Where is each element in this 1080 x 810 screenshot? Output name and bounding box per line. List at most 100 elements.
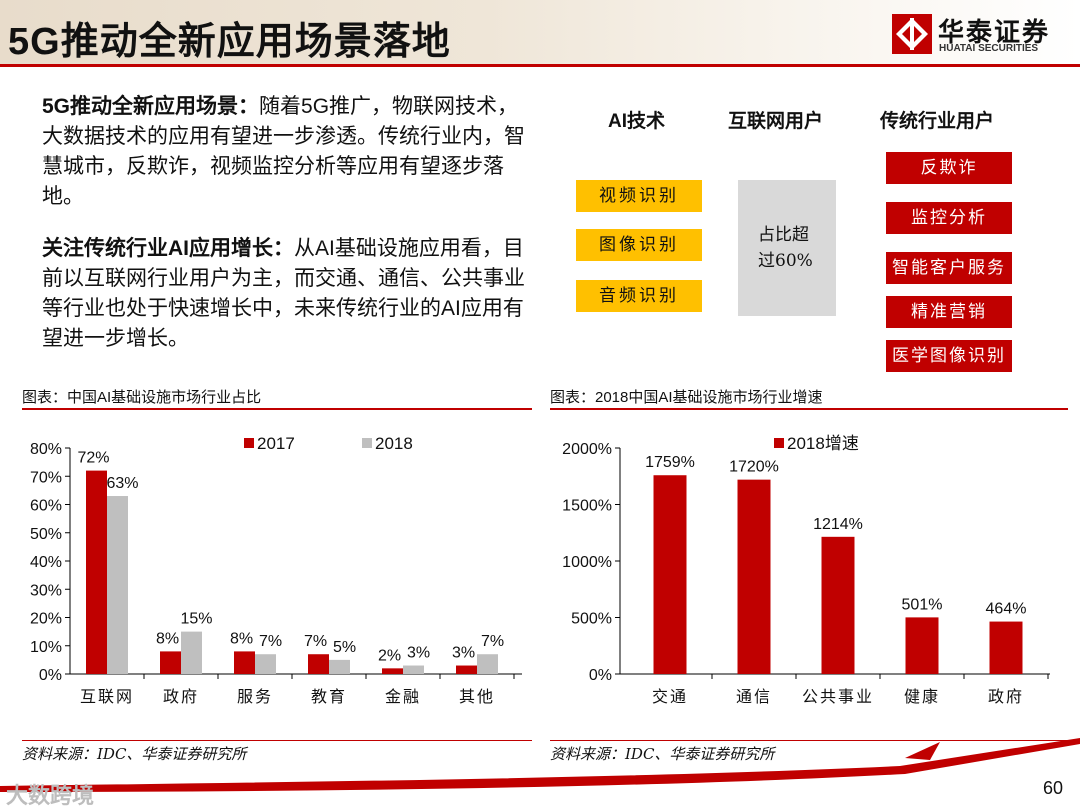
x-tick-label: 政府 bbox=[988, 688, 1024, 706]
y-tick-label: 0% bbox=[39, 667, 62, 684]
bar-2017 bbox=[234, 651, 255, 674]
y-tick-label: 30% bbox=[30, 582, 62, 599]
data-label: 1759% bbox=[645, 454, 695, 471]
y-tick-label: 20% bbox=[30, 611, 62, 628]
data-label: 8% bbox=[156, 630, 179, 647]
bar-2017 bbox=[456, 665, 477, 674]
source-right: 资料来源：IDC、华泰证券研究所 bbox=[550, 745, 775, 763]
diagram-col-traditional: 传统行业用户 bbox=[880, 111, 995, 132]
x-tick-label: 金融 bbox=[385, 688, 421, 706]
source-left: 资料来源：IDC、华泰证券研究所 bbox=[22, 745, 247, 763]
bar-2018 bbox=[181, 631, 202, 674]
data-label: 8% bbox=[230, 630, 253, 647]
bar-2017 bbox=[160, 651, 181, 674]
page-title: 5G推动全新应用场景落地 bbox=[8, 21, 451, 63]
y-tick-label: 1000% bbox=[562, 554, 612, 571]
traditional-item-monitoring: 监控分析 bbox=[886, 202, 1012, 234]
chart-industry-share: 0%10%20%30%40%50%60%70%80%72%63%互联网8%15%… bbox=[30, 434, 522, 706]
ai-item-audio: 音频识别 bbox=[576, 280, 702, 312]
paragraph-5g-heading: 5G推动全新应用场景： bbox=[42, 95, 260, 118]
chart-right-caption-line bbox=[550, 408, 1068, 410]
source-right-line bbox=[550, 740, 1068, 741]
y-tick-label: 2000% bbox=[562, 441, 612, 458]
bar-2018 bbox=[255, 654, 276, 674]
chart-left-caption: 图表：中国AI基础设施市场行业占比 bbox=[22, 389, 262, 406]
traditional-item-medical: 医学图像识别 bbox=[886, 340, 1012, 372]
paragraph-traditional: 关注传统行业AI应用增长：从AI基础设施应用看，目前以互联网行业用户为主，而交通… bbox=[42, 234, 532, 354]
chart-right-caption: 图表：2018中国AI基础设施市场行业增速 bbox=[550, 389, 823, 406]
diagram-col-ai: AI技术 bbox=[608, 111, 666, 132]
data-label: 2% bbox=[378, 647, 401, 664]
data-label: 3% bbox=[452, 645, 475, 662]
paragraph-5g-body: 随着5G推广，物联网技术，大数据技术的应用有望进一步渗透。传统行业内，智慧城市，… bbox=[42, 95, 525, 208]
x-tick-label: 教育 bbox=[311, 688, 347, 706]
y-tick-label: 60% bbox=[30, 498, 62, 515]
data-label: 72% bbox=[77, 450, 109, 467]
legend-swatch bbox=[774, 438, 784, 448]
bar-2018增速 bbox=[989, 621, 1023, 674]
paragraph-traditional-heading: 关注传统行业AI应用增长： bbox=[42, 237, 294, 260]
x-tick-label: 政府 bbox=[163, 688, 199, 706]
bar-2017 bbox=[382, 668, 403, 674]
legend-label: 2018增速 bbox=[787, 434, 859, 453]
company-logo: 华泰证券 HUATAI SECURITIES bbox=[892, 10, 1072, 56]
internet-share-box: 占比超 过60% bbox=[738, 180, 836, 316]
bar-2018增速 bbox=[905, 617, 939, 674]
chart-industry-growth: 0% 500% 1000% 1500% 2000% 1759% 交通 1720% 通信 1214%… bbox=[562, 434, 1050, 706]
data-label: 1214% bbox=[813, 516, 863, 533]
x-tick-label: 健康 bbox=[904, 688, 940, 706]
y-tick-label: 40% bbox=[30, 554, 62, 571]
page-number: 60 bbox=[1043, 778, 1064, 798]
y-tick-label: 80% bbox=[30, 441, 62, 458]
data-label: 5% bbox=[333, 639, 356, 656]
bar-2018增速 bbox=[737, 479, 771, 674]
bar-2017 bbox=[308, 654, 329, 674]
data-label: 7% bbox=[304, 633, 327, 650]
traditional-item-customer-service: 智能客户服务 bbox=[886, 252, 1012, 284]
legend-swatch bbox=[362, 438, 372, 448]
data-label: 63% bbox=[106, 475, 138, 492]
bar-2018 bbox=[329, 659, 350, 674]
ai-item-video: 视频识别 bbox=[576, 180, 702, 212]
data-label: 1720% bbox=[729, 459, 779, 476]
x-tick-label: 服务 bbox=[237, 688, 273, 706]
y-tick-label: 0% bbox=[589, 667, 612, 684]
paragraph-traditional-body: 从AI基础设施应用看，目前以互联网行业用户为主，而交通、通信、公共事业等行业也处… bbox=[42, 237, 525, 350]
watermark: 大数跨境 bbox=[6, 783, 95, 808]
logo-name-cn: 华泰证券 bbox=[938, 17, 1051, 47]
bar-2018 bbox=[477, 654, 498, 674]
footer-swoosh bbox=[0, 738, 1080, 792]
traditional-item-fraud: 反欺诈 bbox=[886, 152, 1012, 184]
data-label: 7% bbox=[481, 633, 504, 650]
source-left-line bbox=[22, 740, 532, 741]
bar-2018增速 bbox=[653, 475, 687, 674]
header-divider bbox=[0, 64, 1080, 67]
huatai-logo-icon bbox=[892, 14, 932, 54]
x-tick-label: 互联网 bbox=[80, 688, 134, 706]
diagram-col-internet: 互联网用户 bbox=[728, 111, 824, 132]
data-label: 501% bbox=[902, 596, 943, 613]
internet-share-line2: 过60% bbox=[758, 251, 813, 271]
paragraph-5g: 5G推动全新应用场景：随着5G推广，物联网技术，大数据技术的应用有望进一步渗透。… bbox=[42, 92, 532, 212]
y-tick-label: 50% bbox=[30, 526, 62, 543]
legend-label: 2018 bbox=[375, 434, 413, 453]
x-tick-label: 公共事业 bbox=[802, 688, 874, 706]
data-label: 7% bbox=[259, 633, 282, 650]
x-tick-label: 其他 bbox=[459, 688, 495, 706]
ai-item-image: 图像识别 bbox=[576, 229, 702, 261]
logo-name-en: HUATAI SECURITIES bbox=[939, 43, 1039, 54]
data-label: 15% bbox=[180, 611, 212, 628]
bar-2018 bbox=[403, 665, 424, 674]
y-tick-label: 500% bbox=[571, 611, 612, 628]
chart-left-caption-line bbox=[22, 408, 532, 410]
x-tick-label: 交通 bbox=[652, 688, 688, 706]
legend-label: 2017 bbox=[257, 434, 295, 453]
bar-2017 bbox=[86, 470, 107, 674]
internet-share-text: 占比超 过60% bbox=[758, 222, 828, 274]
data-label: 464% bbox=[986, 601, 1027, 618]
traditional-item-marketing: 精准营销 bbox=[886, 296, 1012, 328]
bar-2018 bbox=[107, 496, 128, 674]
y-tick-label: 1500% bbox=[562, 498, 612, 515]
legend-swatch bbox=[244, 438, 254, 448]
internet-share-line1: 占比超 bbox=[758, 225, 809, 245]
